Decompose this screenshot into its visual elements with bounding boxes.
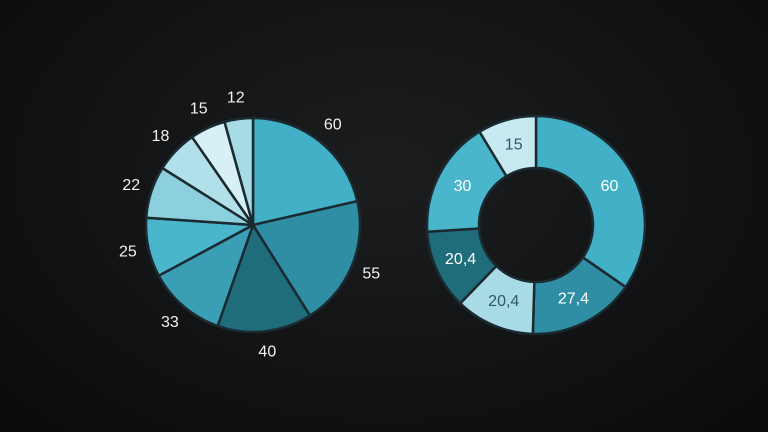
- donut-segment: [534, 114, 647, 289]
- donut-data-label: 30: [454, 178, 472, 195]
- pie-slice: [223, 116, 255, 227]
- donut-segment: [478, 114, 538, 178]
- pie-data-label: 15: [190, 101, 208, 118]
- donut-data-label: 20,4: [488, 293, 519, 310]
- donut-data-label: 60: [601, 178, 619, 195]
- pie-slice: [251, 199, 362, 317]
- pie-data-label: 55: [362, 265, 380, 282]
- pie-slice: [216, 223, 312, 334]
- pie-data-label: 18: [152, 128, 170, 145]
- donut-data-label: 20,4: [445, 251, 476, 268]
- donut-data-label: 27,4: [558, 291, 589, 308]
- donut-data-label: 15: [505, 137, 523, 154]
- pie-data-label: 25: [119, 244, 137, 261]
- pie-slice: [251, 116, 359, 227]
- pie-data-label: 40: [258, 344, 276, 361]
- pie-chart: 60 55 40 33 25 22 18 15 12: [119, 90, 380, 361]
- pie-data-label: 22: [122, 177, 140, 194]
- pie-slice: [157, 223, 255, 328]
- pie-data-label: 12: [227, 90, 245, 107]
- donut-chart: 60 27,4 20,4 20,4 30 15: [425, 114, 647, 336]
- pie-data-label: 33: [161, 314, 179, 331]
- pie-data-label: 60: [324, 116, 342, 133]
